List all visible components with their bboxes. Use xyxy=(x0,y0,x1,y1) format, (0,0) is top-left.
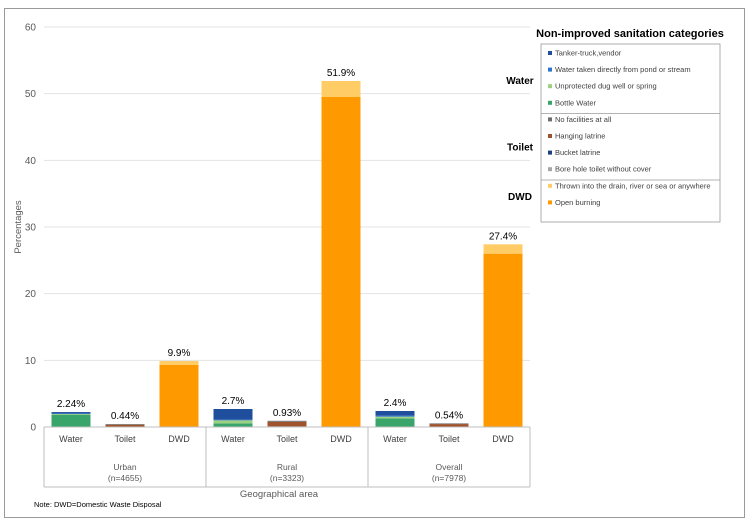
bar-segment xyxy=(213,409,253,420)
x-tick-label: Toilet xyxy=(114,434,136,444)
legend-swatch xyxy=(548,84,552,89)
x-tick-label: Water xyxy=(59,434,83,444)
legend-swatch xyxy=(548,200,552,205)
legend-box xyxy=(540,43,721,223)
data-label: 9.9% xyxy=(168,348,191,359)
group-n-label: (n=3323) xyxy=(270,473,304,483)
legend-swatch xyxy=(548,150,552,155)
gridlines xyxy=(44,26,530,361)
bar-segment xyxy=(375,416,415,419)
data-label: 2.4% xyxy=(384,398,407,409)
legend-item-label: Tanker-truck,vendor xyxy=(555,49,622,58)
x-tick-label: DWD xyxy=(330,434,352,444)
data-label: 2.24% xyxy=(57,399,85,410)
legend-item-label: Unprotected dug well or spring xyxy=(555,82,657,91)
bar-segment xyxy=(267,421,307,427)
legend-group-label: Toilet xyxy=(507,142,534,153)
y-tick-label: 30 xyxy=(25,223,37,234)
data-label: 2.7% xyxy=(222,396,245,407)
legend: Non-improved sanitation categories Tanke… xyxy=(506,28,724,223)
legend-swatch xyxy=(548,51,552,55)
y-tick-label: 50 xyxy=(25,89,37,100)
group-label: Rural xyxy=(277,462,297,472)
y-axis-tick-labels: 0 10 20 30 40 50 60 xyxy=(25,23,37,434)
x-axis-title: Geographical area xyxy=(240,489,319,500)
bar-segment xyxy=(51,412,91,414)
data-label: 27.4% xyxy=(489,231,517,242)
legend-item-label: Open burning xyxy=(555,198,600,207)
x-tick-label: DWD xyxy=(492,434,514,444)
bar-segment xyxy=(429,424,469,427)
x-tick-label: DWD xyxy=(168,434,190,444)
legend-item-label: No facilities at all xyxy=(555,115,612,124)
bar-segment xyxy=(213,420,253,424)
legend-swatch xyxy=(548,117,552,122)
group-label: Urban xyxy=(113,462,136,472)
legend-swatch xyxy=(548,67,552,72)
data-label: 0.44% xyxy=(111,411,139,422)
footnote: Note: DWD=Domestic Waste Disposal xyxy=(34,500,162,509)
bar-segment xyxy=(51,413,91,414)
legend-item-label: Bucket latrine xyxy=(555,148,600,157)
data-label: 0.93% xyxy=(273,408,301,419)
legend-items: Tanker-truck,vendor Water taken directly … xyxy=(506,49,720,207)
bar-segment xyxy=(375,411,415,416)
legend-item-label: Bore hole toilet without cover xyxy=(555,165,652,174)
bar-segment xyxy=(105,424,145,425)
bar-segment xyxy=(321,81,361,97)
bar-segment xyxy=(321,97,361,427)
legend-swatch xyxy=(548,167,552,172)
x-tick-label: Toilet xyxy=(438,434,460,444)
legend-title: Non-improved sanitation categories xyxy=(536,28,724,40)
legend-group-label: Water xyxy=(506,76,534,87)
x-tick-label: Water xyxy=(383,434,407,444)
bar-segment xyxy=(51,414,91,427)
bar-segment xyxy=(51,414,91,415)
bar-segment xyxy=(213,419,253,421)
legend-swatch xyxy=(548,183,552,188)
legend-item-label: Water taken directly from pond or stream xyxy=(555,65,691,74)
legend-swatch xyxy=(548,134,552,138)
bar-segment xyxy=(429,423,469,425)
y-tick-label: 0 xyxy=(30,423,36,434)
bars: 2.24% 0.44% 9.9% 2.7% 0.93% 51.9% 2.4% 0.54% 27.… xyxy=(51,68,523,427)
y-tick-label: 60 xyxy=(25,23,37,34)
y-tick-label: 20 xyxy=(25,289,37,300)
data-label: 51.9% xyxy=(327,68,355,79)
legend-item-label: Hanging latrine xyxy=(555,132,605,141)
x-tick-label: Toilet xyxy=(276,434,298,444)
legend-group-label: DWD xyxy=(508,192,532,203)
data-label: 0.54% xyxy=(435,410,463,421)
bar-segment xyxy=(159,365,199,427)
y-tick-label: 40 xyxy=(25,156,37,167)
legend-swatch xyxy=(548,100,552,105)
bar-segment xyxy=(213,423,253,427)
bar-segment xyxy=(105,424,145,427)
bar-segment xyxy=(159,361,199,365)
x-tick-label: Water xyxy=(221,434,245,444)
legend-item-label: Bottle Water xyxy=(555,98,596,107)
bar-segment xyxy=(375,418,415,427)
y-tick-label: 10 xyxy=(25,356,37,367)
bar-segment xyxy=(483,253,523,427)
legend-item-label: Thrown into the drain, river or sea or a… xyxy=(555,181,711,190)
bar-segment xyxy=(375,415,415,417)
group-n-label: (n=7978) xyxy=(432,473,466,483)
bar-segment xyxy=(483,244,523,254)
y-axis-title: Percentages xyxy=(13,200,24,254)
group-n-label: (n=4655) xyxy=(108,473,142,483)
category-axis: Water Toilet DWD Urban(n=4655) Water Toilet DW… xyxy=(43,426,531,488)
group-label: Overall xyxy=(436,462,463,472)
bar-segment xyxy=(267,420,307,422)
